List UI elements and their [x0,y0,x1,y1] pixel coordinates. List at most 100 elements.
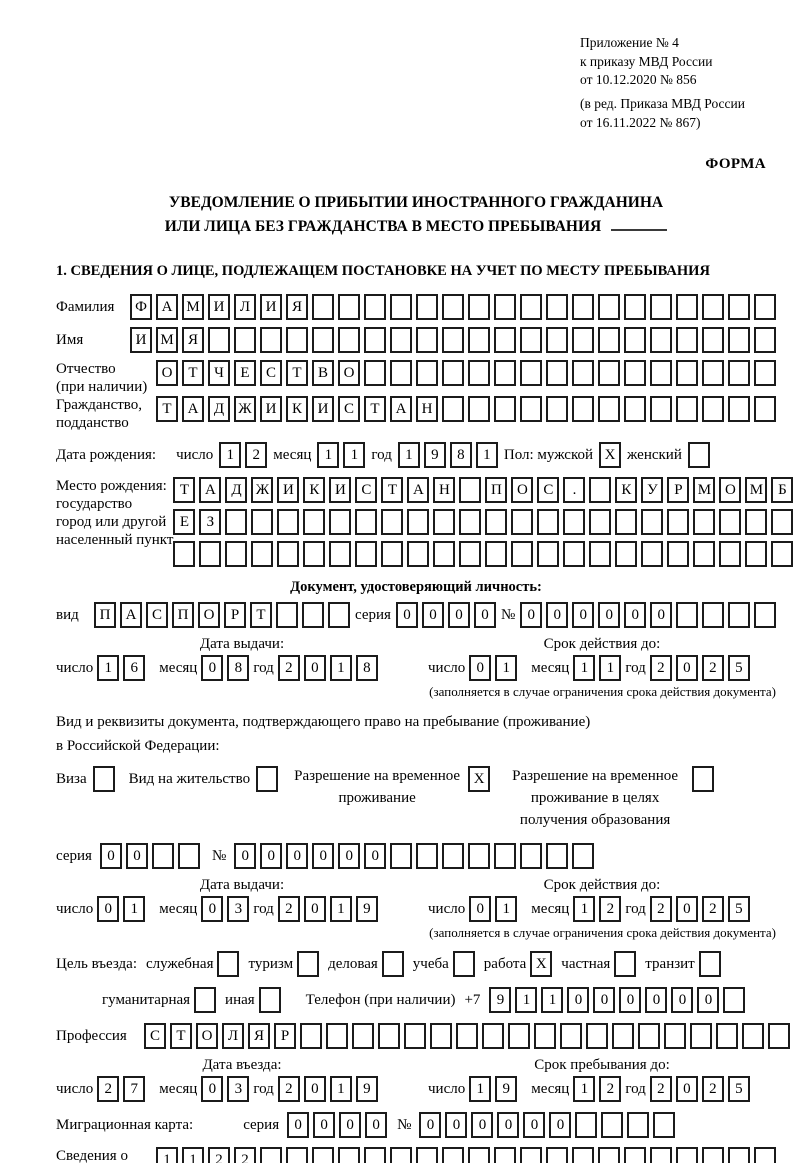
char-box[interactable]: 0 [675,1076,698,1103]
char-box[interactable]: 2 [649,896,672,923]
char-box[interactable]: Т [156,396,178,423]
char-box[interactable] [719,509,742,536]
char-box[interactable] [494,396,516,423]
char-box[interactable]: 0 [473,602,496,629]
char-box[interactable]: 1 [475,442,498,469]
char-box[interactable] [589,541,612,568]
char-box[interactable]: К [286,396,308,423]
char-box[interactable]: 0 [447,602,470,629]
char-box[interactable]: 0 [469,655,492,682]
char-box[interactable] [329,541,352,568]
char-box[interactable] [537,509,560,536]
char-box[interactable] [312,327,334,354]
char-box[interactable]: 0 [201,896,224,923]
char-box[interactable] [728,294,750,321]
char-box[interactable] [302,602,324,629]
char-box[interactable]: 1 [219,442,242,469]
char-box[interactable]: И [329,477,352,504]
char-box[interactable] [286,327,308,354]
char-box[interactable]: Б [771,477,794,504]
char-box[interactable]: И [260,396,282,423]
char-box[interactable]: Т [182,360,204,387]
char-box[interactable] [407,509,430,536]
char-box[interactable]: 2 [649,1076,672,1103]
char-box[interactable] [364,360,386,387]
char-box[interactable]: 0 [675,896,698,923]
char-box[interactable] [745,541,768,568]
char-box[interactable]: Р [274,1023,296,1050]
char-box[interactable]: Р [224,602,246,629]
char-box[interactable]: 0 [572,602,595,629]
char-box[interactable]: 1 [329,655,352,682]
char-box[interactable] [328,602,350,629]
char-box[interactable] [768,1023,790,1050]
char-box[interactable]: Т [381,477,404,504]
char-box[interactable] [442,360,464,387]
char-box[interactable] [572,1147,594,1163]
char-box[interactable] [355,509,378,536]
char-box[interactable] [754,396,776,423]
char-box[interactable]: О [198,602,220,629]
char-box[interactable]: 0 [234,843,257,870]
char-box[interactable] [676,294,698,321]
char-box[interactable] [667,541,690,568]
char-box[interactable]: Ж [251,477,274,504]
char-box[interactable] [664,1023,686,1050]
char-box[interactable] [151,843,174,870]
char-box[interactable]: 2 [599,896,622,923]
char-box[interactable]: С [144,1023,166,1050]
char-box[interactable]: 0 [471,1112,494,1139]
purpose-business-checkbox[interactable] [381,951,404,978]
char-box[interactable]: 1 [495,896,518,923]
char-box[interactable] [572,327,594,354]
char-box[interactable] [338,1147,360,1163]
char-box[interactable] [276,602,298,629]
char-box[interactable]: 2 [701,896,724,923]
char-box[interactable] [728,327,750,354]
char-box[interactable]: М [182,294,204,321]
char-box[interactable]: И [312,396,334,423]
char-box[interactable]: 2 [97,1076,120,1103]
char-box[interactable]: 0 [469,896,492,923]
char-box[interactable] [728,602,751,629]
char-box[interactable]: 0 [598,602,621,629]
char-box[interactable]: 0 [497,1112,520,1139]
char-box[interactable] [494,360,516,387]
char-box[interactable]: 0 [671,987,694,1014]
char-box[interactable]: У [641,477,664,504]
char-box[interactable]: А [156,294,178,321]
char-box[interactable]: 2 [277,655,300,682]
char-box[interactable]: 2 [277,1076,300,1103]
char-box[interactable] [572,294,594,321]
char-box[interactable] [546,360,568,387]
char-box[interactable] [459,541,482,568]
char-box[interactable] [468,327,490,354]
char-box[interactable]: 0 [260,843,283,870]
char-box[interactable] [459,477,482,504]
char-box[interactable]: Ф [130,294,152,321]
char-box[interactable] [338,327,360,354]
char-box[interactable]: А [390,396,412,423]
char-box[interactable] [442,327,464,354]
char-box[interactable]: 1 [343,442,366,469]
purpose-humanitarian-checkbox[interactable] [194,987,217,1014]
char-box[interactable]: 2 [245,442,268,469]
char-box[interactable]: 0 [549,1112,572,1139]
char-box[interactable] [676,360,698,387]
char-box[interactable]: 2 [234,1147,256,1163]
char-box[interactable] [442,1147,464,1163]
char-box[interactable] [667,509,690,536]
char-box[interactable]: 5 [727,655,750,682]
char-box[interactable] [754,1147,776,1163]
char-box[interactable]: 1 [97,655,120,682]
char-box[interactable]: 2 [277,896,300,923]
char-box[interactable] [199,541,222,568]
char-box[interactable] [601,1112,624,1139]
char-box[interactable]: 0 [546,602,569,629]
